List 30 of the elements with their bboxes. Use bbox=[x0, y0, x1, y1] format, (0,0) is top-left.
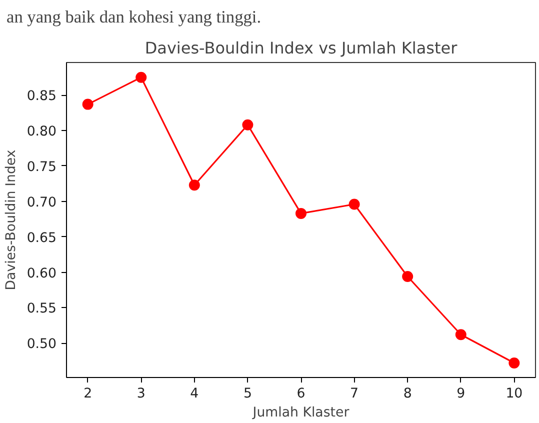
x-tick-label: 9 bbox=[456, 386, 466, 402]
chart-title: Davies-Bouldin Index vs Jumlah Klaster bbox=[144, 38, 458, 58]
y-tick-label: 0.85 bbox=[26, 89, 57, 104]
x-tick-label: 3 bbox=[136, 386, 146, 402]
x-tick-label: 7 bbox=[350, 386, 359, 402]
y-tick-label: 0.80 bbox=[26, 124, 57, 140]
y-tick-label: 0.50 bbox=[26, 337, 57, 352]
y-tick-label: 0.65 bbox=[26, 230, 57, 246]
y-tick-label: 0.60 bbox=[26, 266, 57, 282]
point bbox=[296, 208, 306, 219]
point bbox=[188, 180, 200, 191]
point bbox=[402, 271, 414, 282]
point bbox=[348, 198, 360, 210]
x-tick-label: 8 bbox=[403, 386, 412, 402]
x-axis-title: Jumlah Klaster bbox=[252, 406, 350, 420]
x-tick-label: 6 bbox=[296, 386, 306, 402]
y-axis-title: Davies-Bouldin Index bbox=[4, 150, 19, 290]
point bbox=[242, 119, 254, 130]
y-tick-label: 0.75 bbox=[26, 160, 57, 175]
point bbox=[82, 98, 94, 110]
y-tick-label: 0.70 bbox=[26, 195, 57, 210]
x-tick-label: 10 bbox=[506, 386, 523, 402]
point bbox=[455, 329, 466, 340]
point bbox=[136, 72, 147, 83]
point bbox=[508, 357, 520, 368]
y-tick-label: 0.55 bbox=[26, 302, 57, 317]
x-tick-label: 4 bbox=[190, 386, 199, 402]
x-tick-label: 5 bbox=[243, 386, 252, 402]
x-tick-label: 2 bbox=[84, 386, 92, 402]
text: an yang baik dan kohesi yang tinggi. bbox=[6, 8, 262, 26]
